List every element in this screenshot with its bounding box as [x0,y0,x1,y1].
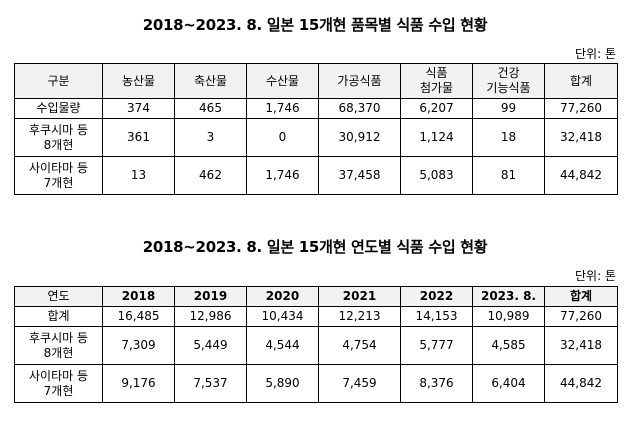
table-cell: 10,989 [472,306,545,327]
column-header: 2023. 8. [472,286,545,307]
table-cell: 10,434 [246,306,319,327]
section2-title: 2018~2023. 8. 일본 15개현 연도별 식품 수입 현황 [142,238,488,256]
column-header: 구분 [14,63,103,99]
table-row: 합계 16,485 12,986 10,434 12,213 14,153 10,989 77… [14,306,618,327]
table-header-row: 구분 농산물 축산물 수산물 가공식품 식품 첨가물 건강 기능식품 합계 [14,63,618,99]
column-header: 식품 첨가물 [400,63,473,99]
table-row: 후쿠시마 등 8개현 7,309 5,449 4,544 4,754 5,777 4,585 3… [14,326,618,365]
table-cell: 0 [246,118,319,157]
table-cell: 68,370 [318,98,401,119]
table-cell: 361 [102,118,175,157]
table-cell: 7,537 [174,364,247,403]
table-cell: 7,309 [102,326,175,365]
yearly-import-table: 연도 2018 2019 2020 2021 2022 2023. 8. 합계 합계 16,48… [14,286,618,403]
column-header: 2022 [400,286,473,307]
table-cell: 13 [102,156,175,195]
table-cell: 5,083 [400,156,473,195]
table-row: 수입물량 374 465 1,746 68,370 6,207 99 77,260 [14,98,618,119]
table-cell: 81 [472,156,545,195]
item-import-table: 구분 농산물 축산물 수산물 가공식품 식품 첨가물 건강 기능식품 합계 수입물량 374 465 1… [14,63,618,195]
table-cell: 18 [472,118,545,157]
column-header: 2018 [102,286,175,307]
column-header: 농산물 [102,63,175,99]
table-cell: 12,213 [318,306,401,327]
table-row: 사이타마 등 7개현 13 462 1,746 37,458 5,083 81 44,842 [14,156,618,195]
total-cell: 32,418 [544,326,618,365]
table-cell: 1,124 [400,118,473,157]
table-cell: 30,912 [318,118,401,157]
column-header: 축산물 [174,63,247,99]
table-cell: 1,746 [246,156,319,195]
table-cell: 4,585 [472,326,545,365]
table-cell: 9,176 [102,364,175,403]
row-label: 합계 [14,306,103,327]
table-cell: 99 [472,98,545,119]
section1-title: 2018~2023. 8. 일본 15개현 품목별 식품 수입 현황 [142,16,488,34]
section1-unit: 단위: 톤 [575,47,616,61]
table-cell: 465 [174,98,247,119]
table-cell: 4,754 [318,326,401,365]
column-header: 합계 [544,63,618,99]
table-cell: 3 [174,118,247,157]
table-row: 후쿠시마 등 8개현 361 3 0 30,912 1,124 18 32,418 [14,118,618,157]
total-cell: 77,260 [544,306,618,327]
table-cell: 1,746 [246,98,319,119]
section2-unit: 단위: 톤 [575,269,616,283]
table-cell: 8,376 [400,364,473,403]
table-cell: 374 [102,98,175,119]
column-header: 연도 [14,286,103,307]
table-cell: 14,153 [400,306,473,327]
table-cell: 16,485 [102,306,175,327]
table-cell: 6,207 [400,98,473,119]
table-cell: 6,404 [472,364,545,403]
table-cell: 37,458 [318,156,401,195]
table-cell: 5,777 [400,326,473,365]
column-header: 건강 기능식품 [472,63,545,99]
column-header: 수산물 [246,63,319,99]
row-label: 사이타마 등 7개현 [14,364,103,403]
row-label: 사이타마 등 7개현 [14,156,103,195]
column-header: 2019 [174,286,247,307]
table-cell: 12,986 [174,306,247,327]
column-header: 가공식품 [318,63,401,99]
total-cell: 77,260 [544,98,618,119]
total-cell: 44,842 [544,156,618,195]
total-cell: 32,418 [544,118,618,157]
total-cell: 44,842 [544,364,618,403]
column-header: 2021 [318,286,401,307]
table-row: 사이타마 등 7개현 9,176 7,537 5,890 7,459 8,376 6,404 4… [14,364,618,403]
table-cell: 462 [174,156,247,195]
table-cell: 5,449 [174,326,247,365]
table-cell: 5,890 [246,364,319,403]
table-cell: 4,544 [246,326,319,365]
row-label: 후쿠시마 등 8개현 [14,118,103,157]
row-label: 수입물량 [14,98,103,119]
row-label: 후쿠시마 등 8개현 [14,326,103,365]
table-header-row: 연도 2018 2019 2020 2021 2022 2023. 8. 합계 [14,286,618,307]
table-cell: 7,459 [318,364,401,403]
column-header: 2020 [246,286,319,307]
column-header: 합계 [544,286,618,307]
